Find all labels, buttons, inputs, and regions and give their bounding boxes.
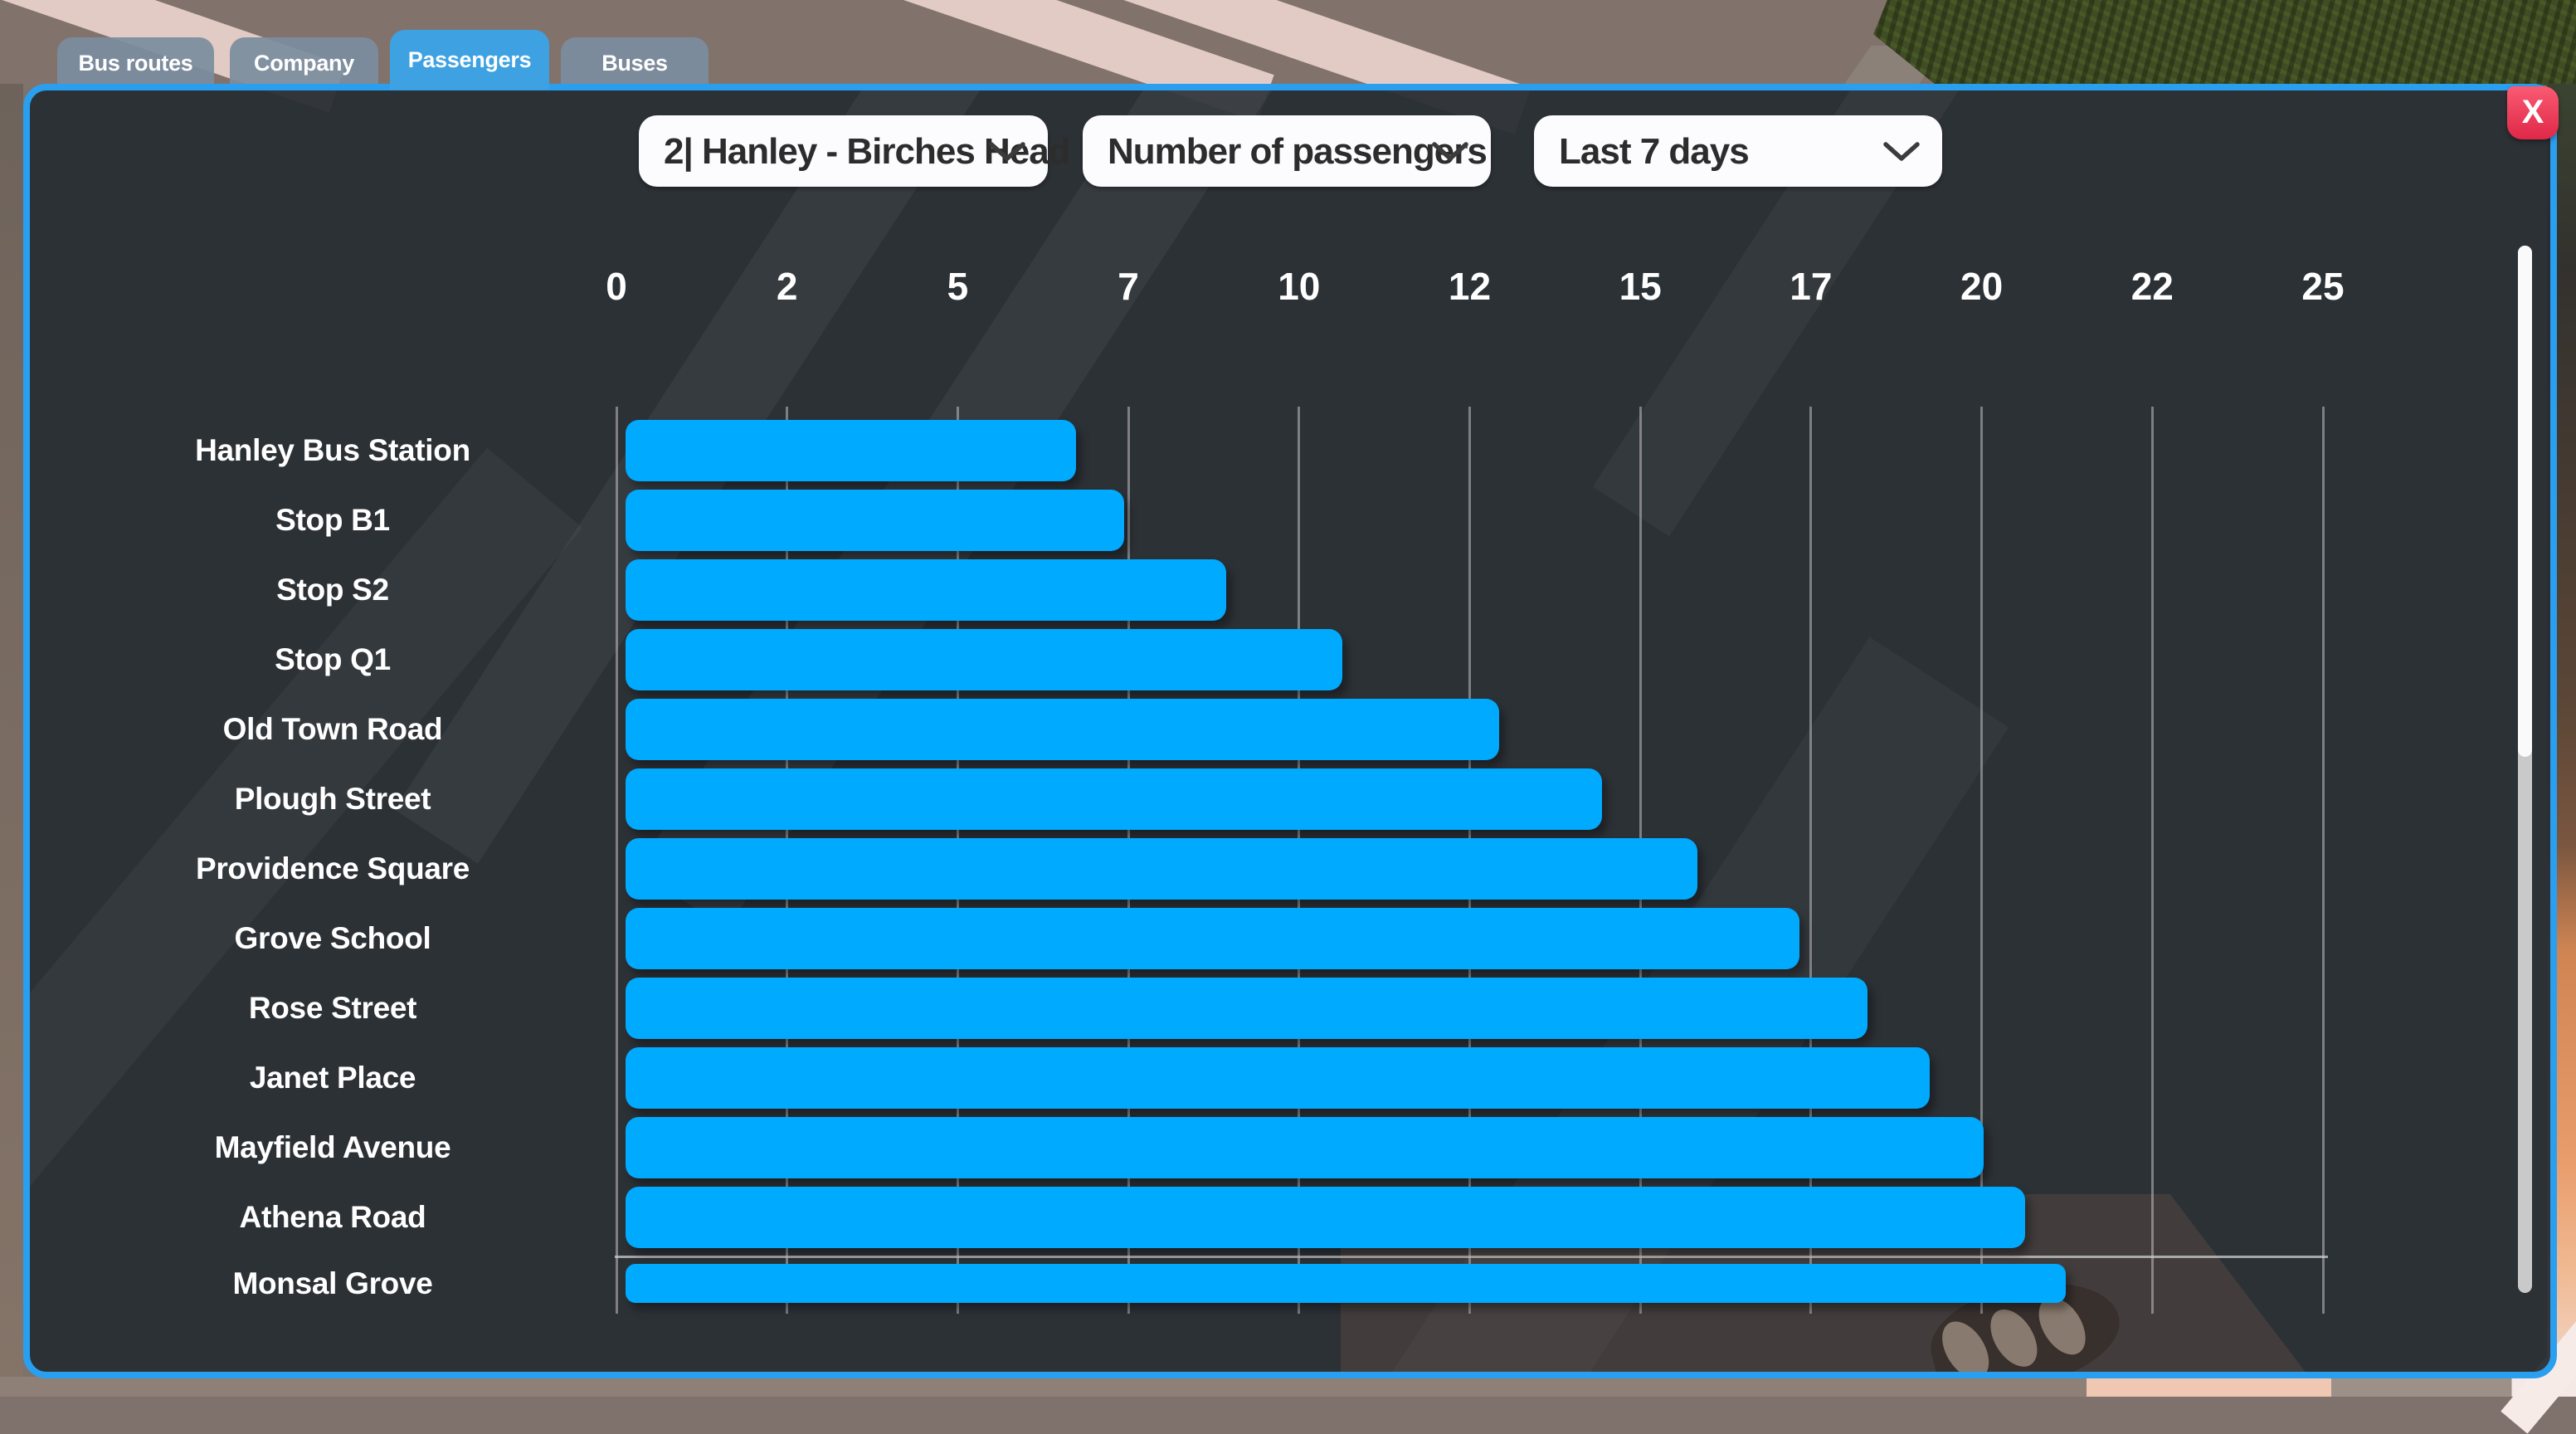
tab-buses[interactable]: Buses (561, 37, 709, 87)
x-tick-label: 25 (2301, 265, 2345, 308)
metric-dropdown-value: Number of passengers (1108, 131, 1488, 172)
bar (626, 1264, 2066, 1303)
bar-label: Rose Street (248, 991, 417, 1025)
bar (626, 1187, 2025, 1248)
gridline (2321, 407, 2325, 1314)
tab-passengers[interactable]: Passengers (390, 30, 549, 90)
x-tick-label: 20 (1960, 265, 2004, 308)
route-dropdown-value: 2| Hanley - Birches Head (664, 131, 1071, 172)
x-tick-label: 22 (2130, 265, 2174, 308)
x-tick-label: 15 (1619, 265, 1662, 308)
road-left-edge (0, 84, 23, 1397)
bar-label: Monsal Grove (232, 1266, 433, 1300)
x-tick-label: 10 (1278, 265, 1321, 308)
period-dropdown[interactable]: Last 7 days (1534, 115, 1942, 187)
chevron-down-icon (1883, 142, 1920, 161)
bar (626, 1047, 1930, 1109)
close-button[interactable]: X (2507, 86, 2559, 139)
metric-dropdown[interactable]: Number of passengers (1083, 115, 1491, 187)
bar (626, 908, 1799, 969)
bar (626, 490, 1124, 551)
gridline (1809, 407, 1813, 1314)
period-dropdown-value: Last 7 days (1559, 131, 1750, 172)
x-tick-label: 12 (1448, 265, 1492, 308)
scrollbar-track[interactable] (2518, 246, 2532, 1293)
bar-label: Grove School (234, 921, 431, 955)
pavement-bottom-edge (0, 1377, 2576, 1397)
bar (626, 838, 1697, 900)
hedge (1873, 0, 2576, 85)
x-tick-label: 5 (947, 265, 969, 308)
chevron-down-icon (989, 142, 1025, 161)
bar (626, 978, 1867, 1039)
bar-label: Plough Street (234, 782, 431, 816)
x-tick-label: 7 (1118, 265, 1139, 308)
tab-bus-routes[interactable]: Bus routes (57, 37, 214, 87)
bar-label: Janet Place (249, 1061, 416, 1095)
bar (626, 559, 1226, 621)
route-dropdown[interactable]: 2| Hanley - Birches Head (639, 115, 1071, 187)
bar (626, 629, 1342, 690)
gridline (1980, 407, 1984, 1314)
bar-label: Providence Square (195, 851, 470, 885)
chevron-down-icon (1432, 142, 1468, 161)
gridline (2150, 407, 2154, 1314)
scrollbar-thumb[interactable] (2518, 246, 2532, 757)
bar-label: Old Town Road (222, 712, 443, 746)
bar (626, 768, 1602, 830)
bar-label: Stop Q1 (275, 642, 391, 676)
bar-label: Athena Road (239, 1200, 426, 1234)
bar (626, 1117, 1984, 1178)
bar (626, 699, 1499, 760)
x-tick-label: 17 (1790, 265, 1833, 308)
bar-label: Hanley Bus Station (195, 433, 470, 467)
x-tick-label: 0 (606, 265, 627, 308)
bar-label: Mayfield Avenue (214, 1130, 451, 1164)
bar-label: Stop B1 (275, 503, 390, 537)
x-tick-label: 2 (776, 265, 798, 308)
tab-company[interactable]: Company (230, 37, 378, 87)
bar (626, 420, 1076, 481)
gridline (615, 407, 618, 1314)
bar-label: Stop S2 (276, 573, 389, 607)
statistics-panel: 2| Hanley - Birches Head Number of passe… (23, 84, 2557, 1378)
x-axis-line (615, 1256, 2328, 1258)
